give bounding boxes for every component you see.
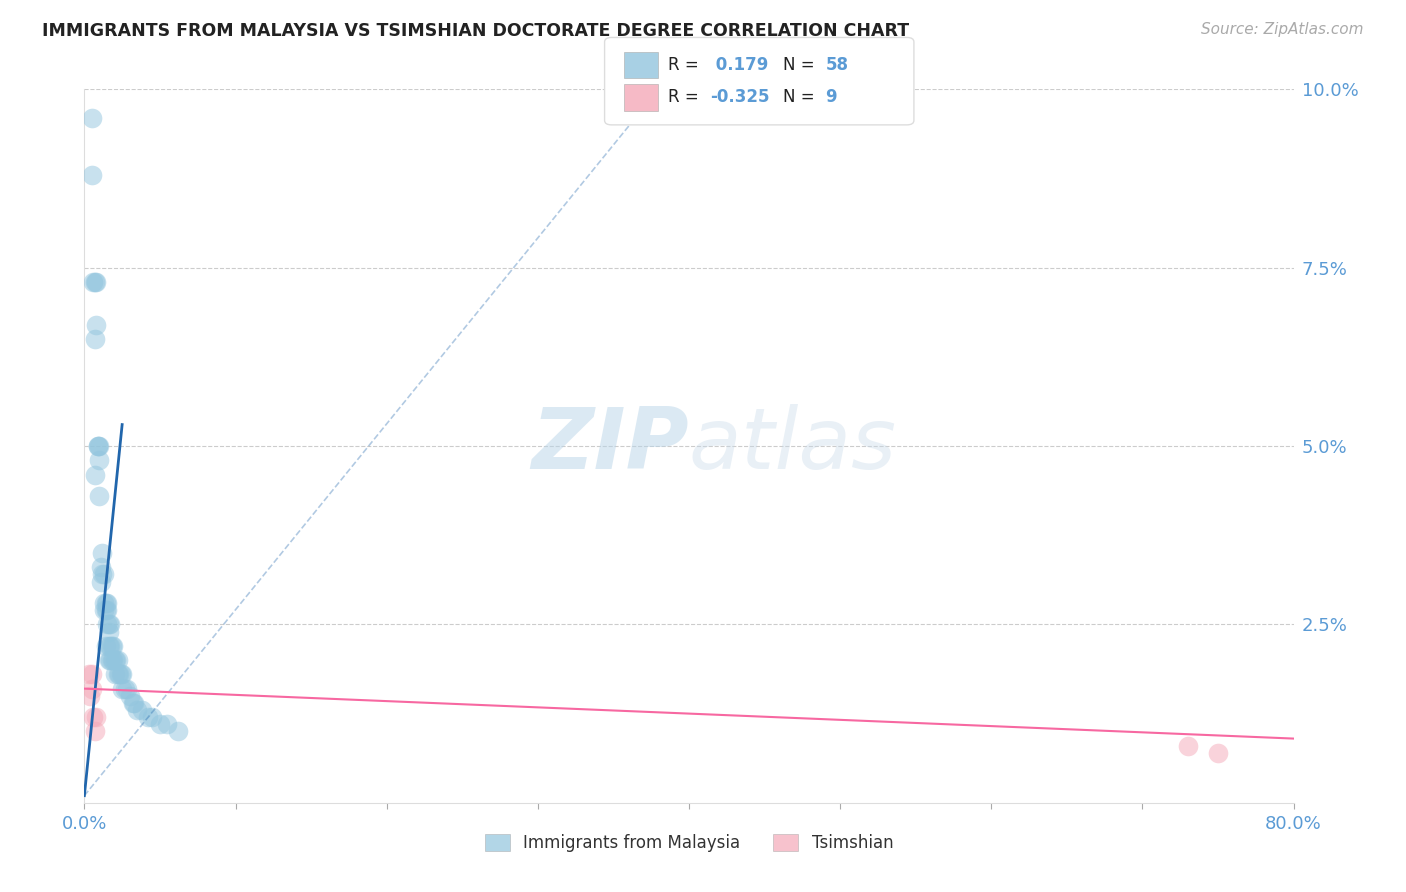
Point <box>114 681 136 696</box>
Point <box>111 667 134 681</box>
Point <box>104 653 127 667</box>
Point <box>80 667 103 681</box>
Point <box>100 653 122 667</box>
Point <box>136 710 159 724</box>
Point <box>104 667 127 681</box>
Point <box>80 111 103 125</box>
Point <box>97 617 120 632</box>
Point <box>101 639 124 653</box>
Text: 9: 9 <box>825 88 837 106</box>
Text: atlas: atlas <box>689 404 897 488</box>
Point <box>1177 739 1199 753</box>
Point <box>91 567 114 582</box>
Point <box>79 689 101 703</box>
Point <box>97 624 120 639</box>
Point <box>94 596 117 610</box>
Point <box>101 653 124 667</box>
Point <box>115 681 138 696</box>
Point <box>93 567 115 582</box>
Point <box>84 724 107 739</box>
Point <box>122 696 145 710</box>
Point <box>105 653 128 667</box>
Point <box>100 639 122 653</box>
Point <box>77 667 100 681</box>
Point <box>96 596 118 610</box>
Point <box>141 710 163 724</box>
Point <box>107 653 129 667</box>
Text: N =: N = <box>783 88 820 106</box>
Text: IMMIGRANTS FROM MALAYSIA VS TSIMSHIAN DOCTORATE DEGREE CORRELATION CHART: IMMIGRANTS FROM MALAYSIA VS TSIMSHIAN DO… <box>42 22 910 40</box>
Point <box>110 667 132 681</box>
Point <box>93 596 115 610</box>
Point <box>94 639 117 653</box>
Point <box>93 603 115 617</box>
Point <box>86 710 108 724</box>
Point <box>98 653 121 667</box>
Point <box>84 467 107 482</box>
Point <box>90 560 112 574</box>
Point <box>94 603 117 617</box>
Point <box>97 653 120 667</box>
Point <box>80 681 103 696</box>
Point <box>107 667 129 681</box>
Text: R =: R = <box>668 88 704 106</box>
Text: -0.325: -0.325 <box>710 88 769 106</box>
Text: 0.179: 0.179 <box>710 56 769 74</box>
Point <box>98 617 121 632</box>
Text: ZIP: ZIP <box>531 404 689 488</box>
Point <box>86 318 108 332</box>
Point <box>84 332 107 346</box>
Point <box>108 667 131 681</box>
Point <box>156 717 179 731</box>
Point <box>90 574 112 589</box>
Point <box>149 717 172 731</box>
Text: 58: 58 <box>825 56 848 74</box>
Point <box>98 639 121 653</box>
Point <box>118 689 141 703</box>
Point <box>89 489 111 503</box>
Point <box>97 639 120 653</box>
Point <box>86 275 108 289</box>
Point <box>1206 746 1229 760</box>
Point <box>89 453 111 467</box>
Point <box>111 681 134 696</box>
Point <box>91 546 114 560</box>
Point <box>82 275 104 289</box>
Text: N =: N = <box>783 56 820 74</box>
Point <box>87 439 110 453</box>
Point <box>89 439 111 453</box>
Point <box>121 696 143 710</box>
Point <box>80 168 103 182</box>
Point <box>84 275 107 289</box>
Legend: Immigrants from Malaysia, Tsimshian: Immigrants from Malaysia, Tsimshian <box>478 827 900 859</box>
Point <box>87 439 110 453</box>
Point <box>96 617 118 632</box>
Point <box>131 703 153 717</box>
Point <box>96 603 118 617</box>
Text: Source: ZipAtlas.com: Source: ZipAtlas.com <box>1201 22 1364 37</box>
Point <box>167 724 190 739</box>
Point <box>82 710 104 724</box>
Point <box>127 703 149 717</box>
Text: R =: R = <box>668 56 704 74</box>
